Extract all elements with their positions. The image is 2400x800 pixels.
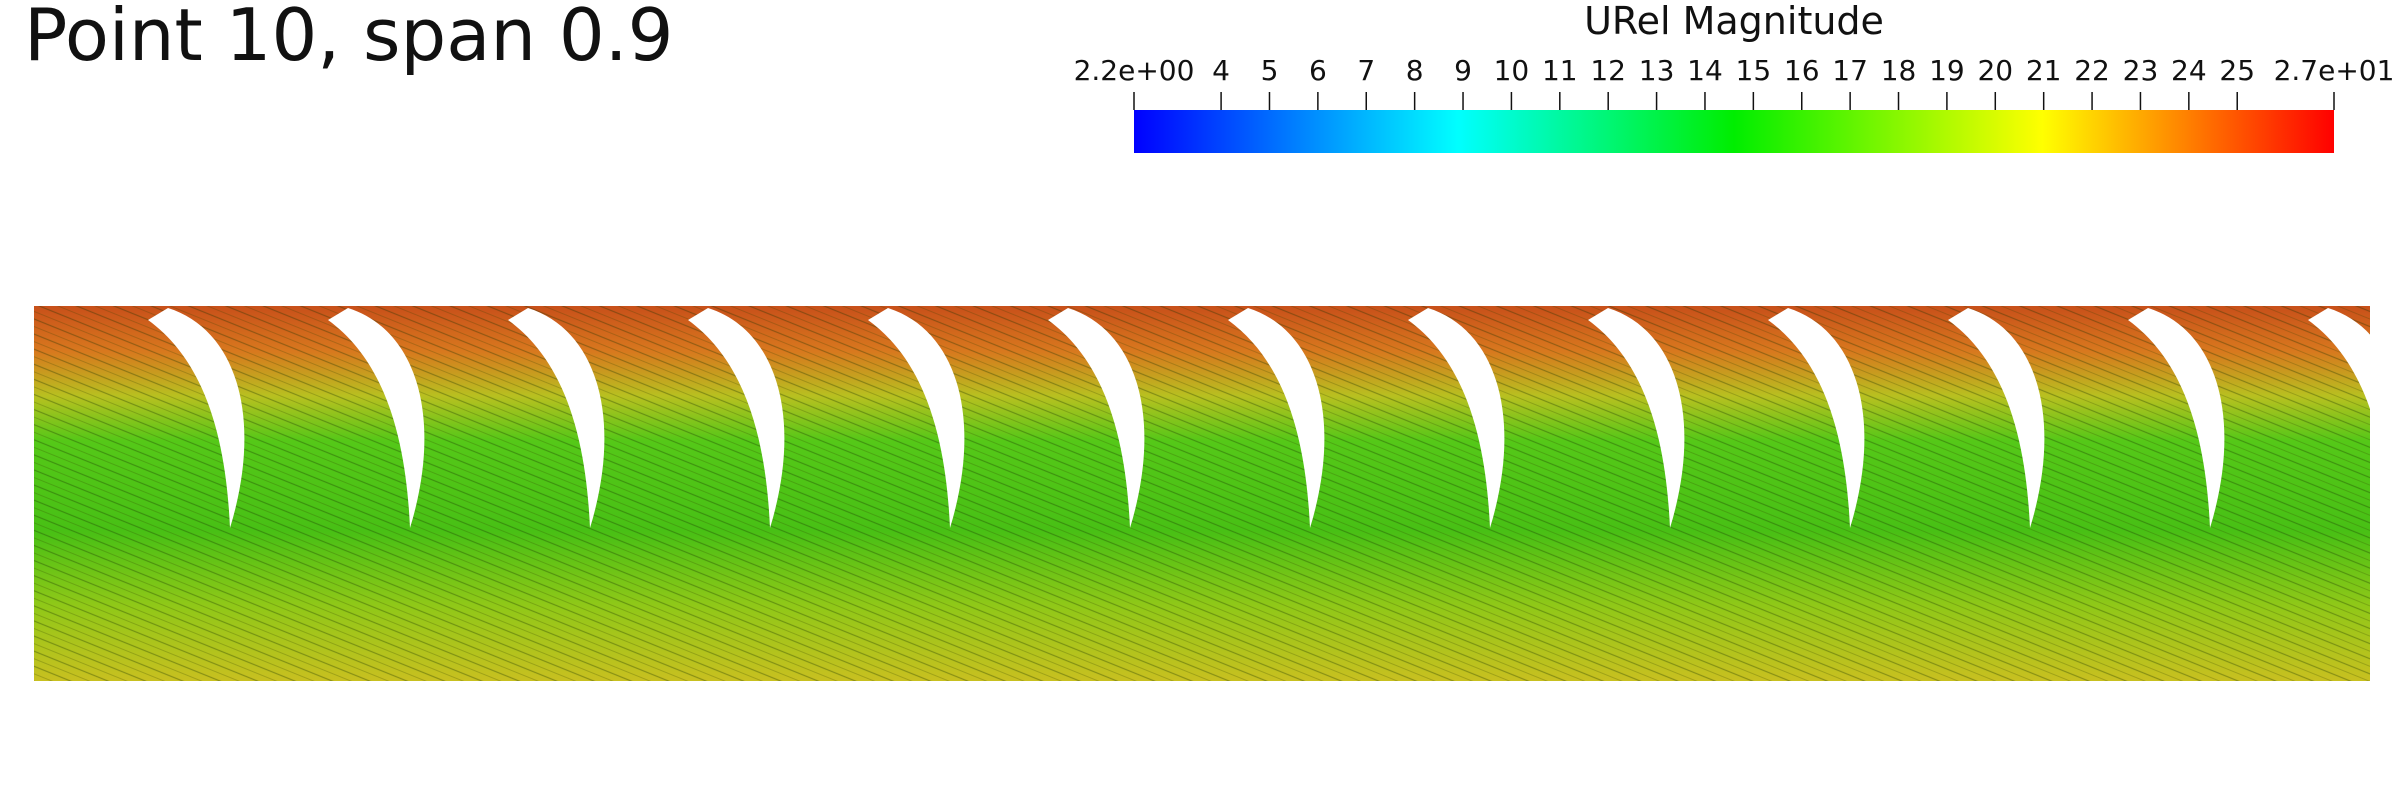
- blade: [1228, 308, 1325, 528]
- colorbar-tick-label: 7: [1357, 54, 1375, 87]
- colorbar-tick-label: 9: [1454, 54, 1472, 87]
- blade: [868, 308, 965, 528]
- colorbar-tick-label: 14: [1687, 54, 1723, 87]
- blade: [508, 308, 605, 528]
- blade: [1588, 308, 1685, 528]
- colorbar-tick-label: 23: [2123, 54, 2159, 87]
- colorbar-title: URel Magnitude: [1584, 0, 1884, 43]
- colorbar-tick-label: 6: [1309, 54, 1327, 87]
- colorbar-tick-label: 21: [2026, 54, 2062, 87]
- blade: [1408, 308, 1505, 528]
- blade: [2128, 308, 2225, 528]
- blade: [688, 308, 785, 528]
- colorbar-tick-label: 5: [1261, 54, 1279, 87]
- colorbar-tick-label: 17: [1832, 54, 1868, 87]
- blade: [328, 308, 425, 528]
- colorbar-tick-label: 4: [1212, 54, 1230, 87]
- title: Point 10, span 0.9: [24, 0, 673, 77]
- streamlines: [34, 306, 2370, 681]
- colorbar-tick-label: 25: [2219, 54, 2255, 87]
- blade: [1948, 308, 2045, 528]
- colorbar-tick-label: 20: [1977, 54, 2013, 87]
- colorbar-tick-label: 11: [1542, 54, 1578, 87]
- colorbar-tick-label: 22: [2074, 54, 2110, 87]
- colorbar: [1134, 110, 2334, 153]
- blade: [148, 308, 245, 528]
- colorbar-tick-label: 13: [1639, 54, 1675, 87]
- blade: [2308, 308, 2400, 528]
- colorbar-tick-label: 24: [2171, 54, 2207, 87]
- colorbar-tick-label: 2.7e+01: [2274, 54, 2395, 87]
- colorbar-tick-label: 15: [1736, 54, 1772, 87]
- colorbar-tick-label: 12: [1590, 54, 1626, 87]
- colorbar-tick-label: 10: [1494, 54, 1530, 87]
- colorbar-tick-label: 2.2e+00: [1074, 54, 1195, 87]
- colorbar-tick-label: 8: [1406, 54, 1424, 87]
- colorbar-tick-label: 19: [1929, 54, 1965, 87]
- blade: [1768, 308, 1865, 528]
- blade: [1048, 308, 1145, 528]
- colorbar-tick-label: 18: [1881, 54, 1917, 87]
- colorbar-tick-label: 16: [1784, 54, 1820, 87]
- flow-field: [34, 306, 2400, 681]
